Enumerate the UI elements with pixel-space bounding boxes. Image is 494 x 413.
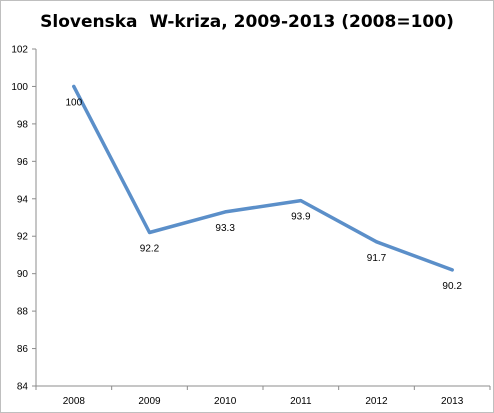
y-tick-label: 94 bbox=[17, 194, 29, 205]
data-point bbox=[299, 199, 303, 203]
data-point bbox=[375, 240, 378, 244]
data-label: 92.2 bbox=[140, 243, 160, 254]
y-tick-label: 102 bbox=[11, 45, 28, 56]
chart-title: Slovenska W-kriza, 2009-2013 (2008=100) bbox=[40, 12, 454, 32]
data-label: 91.7 bbox=[367, 253, 387, 264]
y-tick-label: 92 bbox=[17, 232, 29, 243]
y-tick-label: 88 bbox=[17, 307, 29, 318]
y-tick-label: 100 bbox=[11, 82, 28, 93]
y-tick-label: 98 bbox=[17, 119, 29, 130]
y-tick-label: 96 bbox=[17, 157, 29, 168]
x-tick-label: 2008 bbox=[63, 396, 86, 407]
x-tick-label: 2010 bbox=[214, 396, 237, 407]
data-point bbox=[72, 84, 76, 88]
x-tick-label: 2013 bbox=[441, 396, 464, 407]
x-tick-label: 2011 bbox=[290, 396, 312, 407]
series-line bbox=[72, 84, 454, 272]
data-point bbox=[450, 268, 454, 272]
y-tick-label: 84 bbox=[17, 382, 29, 393]
data-label: 90.2 bbox=[442, 281, 462, 292]
x-tick-label: 2012 bbox=[365, 396, 388, 407]
x-tick-label: 2009 bbox=[138, 396, 161, 407]
data-label: 93.9 bbox=[291, 212, 311, 223]
y-tick-label: 86 bbox=[17, 344, 29, 355]
data-point bbox=[223, 210, 227, 214]
data-label: 93.3 bbox=[215, 223, 235, 234]
data-point bbox=[148, 230, 151, 234]
y-tick-label: 90 bbox=[17, 269, 29, 280]
data-label: 100 bbox=[65, 97, 82, 108]
